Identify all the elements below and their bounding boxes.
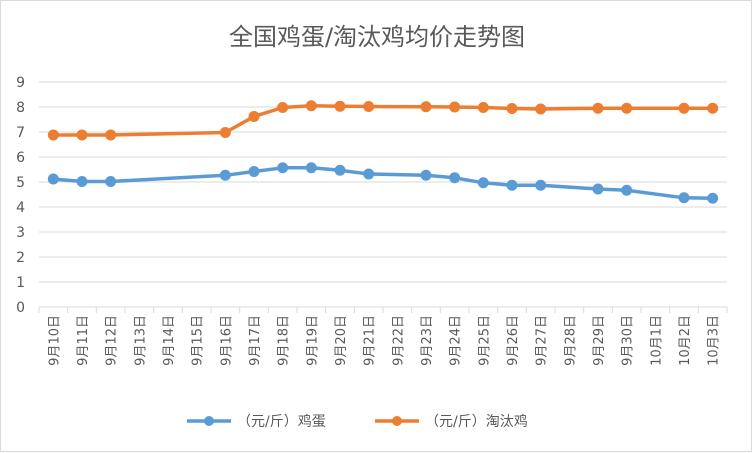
data-point bbox=[592, 183, 604, 195]
series-line-0 bbox=[53, 166, 713, 201]
x-tick-label: 9月14日 bbox=[162, 315, 177, 366]
y-tick-label: 3 bbox=[16, 225, 25, 241]
y-tick-label: 0 bbox=[16, 300, 25, 316]
data-point bbox=[621, 184, 633, 196]
x-tick-label: 9月27日 bbox=[535, 315, 550, 366]
data-point bbox=[535, 103, 547, 115]
x-axis: 9月10日 9月11日 9月12日 9月13日 9月14日 9月15日 9月16日 9月17日… bbox=[38, 306, 728, 366]
data-point bbox=[47, 129, 59, 141]
x-tick-label: 9月25日 bbox=[477, 315, 492, 366]
x-tick-label: 9月13日 bbox=[133, 315, 148, 366]
legend-label: （元/斤）鸡蛋 bbox=[237, 413, 326, 430]
legend-label: （元/斤）淘汰鸡 bbox=[425, 413, 528, 430]
y-tick-label: 8 bbox=[16, 100, 25, 116]
data-point bbox=[248, 166, 260, 177]
legend: （元/斤）鸡蛋 （元/斤）淘汰鸡 bbox=[187, 413, 528, 430]
data-point bbox=[592, 102, 604, 114]
data-point bbox=[248, 111, 260, 122]
x-tick-label: 9月28日 bbox=[563, 315, 578, 366]
x-tick-label: 10月2日 bbox=[678, 315, 693, 366]
data-point bbox=[678, 102, 690, 114]
data-point bbox=[621, 102, 633, 114]
data-point bbox=[76, 176, 88, 187]
data-point bbox=[506, 103, 518, 114]
data-point bbox=[363, 101, 375, 112]
x-tick-label: 9月15日 bbox=[191, 315, 206, 366]
x-tick-label: 9月24日 bbox=[449, 315, 464, 366]
data-point bbox=[277, 162, 289, 174]
data-point bbox=[449, 101, 461, 113]
x-tick-label: 9月30日 bbox=[621, 315, 636, 366]
y-tick-label: 5 bbox=[16, 175, 25, 191]
x-tick-label: 9月18日 bbox=[277, 315, 292, 366]
y-tick-label: 9 bbox=[16, 75, 25, 91]
x-tick-label: 9月11日 bbox=[76, 315, 91, 366]
data-point bbox=[76, 129, 88, 141]
data-point bbox=[305, 162, 317, 174]
x-tick-label: 9月20日 bbox=[334, 315, 349, 366]
x-tick-label: 9月26日 bbox=[506, 315, 521, 366]
series-line-1 bbox=[53, 104, 713, 137]
x-tick-label: 9月22日 bbox=[391, 315, 406, 366]
data-point bbox=[363, 168, 375, 180]
data-point bbox=[47, 173, 59, 185]
data-point bbox=[449, 172, 461, 184]
legend-swatch-marker bbox=[204, 416, 214, 426]
data-point bbox=[277, 102, 289, 113]
y-axis: 0 1 2 3 4 5 6 7 8 9 bbox=[16, 75, 25, 316]
data-point bbox=[477, 177, 489, 189]
chart-title: 全国鸡蛋/淘汰鸡均价走势图 bbox=[229, 23, 525, 51]
data-point bbox=[535, 179, 547, 191]
x-tick-label: 10月3日 bbox=[707, 315, 722, 366]
data-point bbox=[477, 102, 489, 113]
y-tick-label: 2 bbox=[16, 250, 25, 266]
data-point bbox=[506, 179, 518, 191]
x-tick-label: 9月19日 bbox=[305, 315, 320, 366]
data-point bbox=[334, 100, 346, 112]
data-point bbox=[219, 169, 231, 181]
data-point bbox=[105, 176, 117, 187]
x-tick-label: 9月10日 bbox=[47, 315, 62, 366]
y-tick-label: 4 bbox=[16, 200, 25, 216]
data-point bbox=[305, 100, 317, 112]
y-tick-label: 6 bbox=[16, 150, 25, 166]
data-point bbox=[105, 129, 117, 141]
series-lines bbox=[47, 100, 719, 204]
x-tick-label: 9月23日 bbox=[420, 315, 435, 366]
x-tick-label: 9月17日 bbox=[248, 315, 263, 366]
x-tick-label: 9月12日 bbox=[105, 315, 120, 366]
y-tick-label: 1 bbox=[16, 275, 25, 291]
data-point bbox=[678, 192, 690, 204]
x-tick-label: 9月29日 bbox=[592, 315, 607, 366]
x-tick-label: 9月21日 bbox=[363, 315, 378, 366]
legend-swatch-marker bbox=[392, 416, 402, 426]
y-tick-label: 7 bbox=[16, 125, 25, 141]
data-point bbox=[219, 127, 231, 138]
x-tick-label: 9月16日 bbox=[219, 315, 234, 366]
data-point bbox=[420, 101, 432, 113]
x-tick-label: 10月1日 bbox=[649, 315, 664, 366]
data-point bbox=[420, 169, 432, 181]
data-point bbox=[334, 164, 346, 176]
data-point bbox=[707, 102, 719, 114]
data-point bbox=[707, 192, 719, 204]
